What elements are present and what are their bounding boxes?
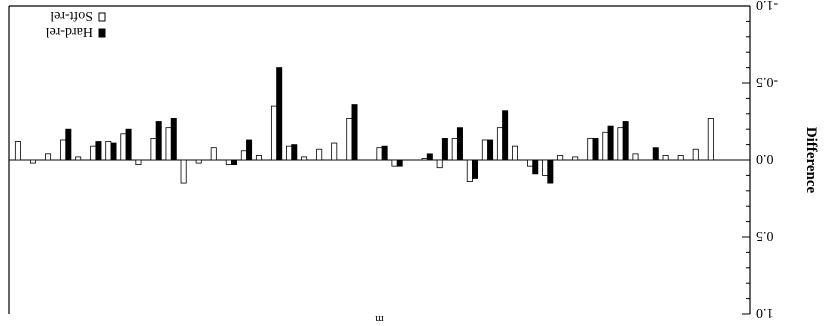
- bar-soft-rel: [557, 154, 564, 161]
- bar-hard-rel: [170, 118, 177, 161]
- bar-soft-rel: [617, 127, 624, 161]
- y-axis-title: Difference: [803, 127, 819, 194]
- bar-soft-rel: [240, 150, 247, 161]
- bar-soft-rel: [391, 159, 398, 167]
- bar-soft-rel: [542, 159, 549, 176]
- bar-soft-rel: [120, 133, 127, 161]
- bar-soft-rel: [331, 142, 338, 161]
- bar-hard-rel: [441, 138, 448, 161]
- bar-hard-rel: [155, 121, 162, 161]
- bar-soft-rel: [376, 147, 383, 161]
- bar-hard-rel: [95, 141, 102, 161]
- bar-hard-rel: [547, 159, 554, 184]
- bar-soft-rel: [150, 138, 157, 161]
- bar-hard-rel: [276, 67, 283, 161]
- bar-hard-rel: [110, 142, 117, 161]
- bar-hard-rel: [291, 144, 298, 161]
- bar-soft-rel: [572, 156, 579, 161]
- bar-hard-rel: [65, 128, 72, 161]
- bar-soft-rel: [346, 118, 353, 161]
- bar-soft-rel: [60, 139, 67, 161]
- bar-soft-rel: [632, 153, 639, 161]
- bar-soft-rel: [270, 105, 277, 161]
- bar-soft-rel: [135, 159, 142, 166]
- bar-hard-rel: [472, 159, 479, 179]
- bar-hard-rel: [532, 159, 539, 175]
- bar-soft-rel: [677, 154, 684, 161]
- bar-soft-rel: [587, 138, 594, 161]
- bar-soft-rel: [436, 159, 443, 169]
- legend-swatch-soft: [98, 12, 106, 22]
- bar-soft-rel: [75, 156, 82, 161]
- legend: Hard-rel Soft-rel: [45, 8, 106, 39]
- bar-soft-rel: [527, 159, 534, 167]
- bar-soft-rel: [707, 118, 714, 161]
- bar-soft-rel: [14, 141, 21, 161]
- bar-soft-rel: [421, 158, 428, 161]
- bar-hard-rel: [622, 121, 629, 161]
- bar-hard-rel: [396, 159, 403, 167]
- bar-hard-rel: [652, 147, 659, 161]
- bar-soft-rel: [511, 145, 518, 161]
- bar-soft-rel: [105, 141, 112, 161]
- legend-item-hard: Hard-rel: [45, 24, 106, 39]
- bar-soft-rel: [90, 145, 97, 161]
- legend-label-hard: Hard-rel: [45, 24, 93, 39]
- bars: [14, 67, 714, 184]
- bar-hard-rel: [607, 125, 614, 161]
- bar-soft-rel: [29, 159, 36, 164]
- y-tick-label: -0.5: [756, 74, 778, 89]
- bar-soft-rel: [496, 127, 503, 161]
- bar-soft-rel: [165, 127, 172, 161]
- bar-soft-rel: [255, 154, 262, 161]
- bar-hard-rel: [487, 139, 494, 161]
- bar-soft-rel: [692, 148, 699, 161]
- y-tick-label: 1.0: [756, 305, 774, 320]
- bar-hard-rel: [381, 145, 388, 161]
- y-tick-label: 0.5: [756, 228, 774, 243]
- legend-swatch-hard: [98, 28, 106, 38]
- bar-hard-rel: [246, 139, 253, 161]
- bar-soft-rel: [286, 145, 293, 161]
- bar-soft-rel: [225, 159, 232, 166]
- y-tick-label: -1.0: [756, 0, 778, 12]
- legend-label-soft: Soft-rel: [50, 8, 93, 23]
- bar-soft-rel: [602, 131, 609, 161]
- bar-soft-rel: [195, 159, 202, 164]
- bar-soft-rel: [45, 153, 52, 161]
- bar-soft-rel: [301, 156, 308, 161]
- bar-hard-rel: [351, 104, 358, 161]
- bar-soft-rel: [466, 159, 473, 182]
- bar-soft-rel: [180, 159, 187, 184]
- bar-soft-rel: [316, 148, 323, 161]
- bar-hard-rel: [456, 127, 463, 161]
- bar-soft-rel: [662, 154, 669, 161]
- bar-soft-rel: [210, 147, 217, 161]
- bar-hard-rel: [231, 159, 238, 166]
- bar-hard-rel: [426, 153, 433, 161]
- x-axis-title: m: [375, 313, 384, 325]
- bar-soft-rel: [451, 138, 458, 161]
- y-tick-label: 0.0: [756, 151, 774, 166]
- legend-item-soft: Soft-rel: [50, 8, 106, 23]
- bar-hard-rel: [125, 128, 132, 161]
- bar-hard-rel: [592, 138, 599, 161]
- bar-hard-rel: [502, 110, 509, 161]
- bar-soft-rel: [481, 139, 488, 161]
- y-axis: -1.0 -0.5 0.0 0.5 1.0: [742, 0, 778, 320]
